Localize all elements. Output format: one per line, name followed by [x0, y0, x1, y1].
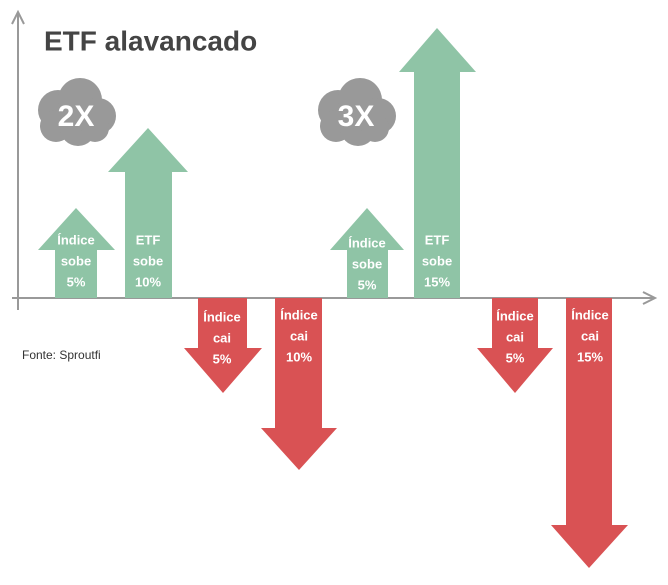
cloud	[318, 78, 396, 146]
arrow-label: cai	[290, 328, 308, 343]
arrow-down	[551, 298, 628, 568]
arrow-label: 5%	[506, 350, 525, 365]
arrow-label: cai	[506, 329, 524, 344]
arrow-label: cai	[213, 330, 231, 345]
arrow-up	[38, 208, 115, 298]
arrow-label: 5%	[67, 274, 86, 289]
arrow-label: Índice	[496, 308, 534, 323]
group-label: 2X	[58, 100, 95, 133]
arrow-label: 15%	[577, 349, 603, 364]
arrow-up	[108, 128, 188, 298]
arrow-label: 5%	[213, 351, 232, 366]
arrow-label: Índice	[348, 235, 386, 250]
arrows	[38, 28, 628, 568]
arrow-label: ETF	[425, 232, 450, 247]
arrow-label: cai	[581, 328, 599, 343]
title: ETF alavancado	[44, 25, 257, 56]
arrow-labels: Índice sobe 5% ETF sobe 10% Índice cai 5…	[57, 232, 609, 366]
arrow-up	[399, 28, 476, 298]
axes	[11, 9, 658, 310]
group-label: 3X	[338, 100, 375, 133]
arrow-label: ETF	[136, 232, 161, 247]
arrow-label: sobe	[422, 253, 452, 268]
arrow-label: Índice	[57, 232, 95, 247]
source: Fonte: Sproutfi	[22, 348, 101, 362]
arrow-label: 15%	[424, 274, 450, 289]
arrow-label: Índice	[571, 307, 609, 322]
arrow-down	[477, 298, 553, 393]
arrow-label: sobe	[133, 253, 163, 268]
arrow-label: 10%	[135, 274, 161, 289]
arrow-down	[184, 298, 262, 393]
arrow-down	[261, 298, 337, 470]
arrow-up	[330, 208, 404, 298]
arrow-label: 10%	[286, 349, 312, 364]
arrow-label: sobe	[61, 253, 91, 268]
arrow-label: Índice	[203, 309, 241, 324]
cloud	[38, 78, 116, 146]
arrow-label: Índice	[280, 307, 318, 322]
arrow-label: 5%	[358, 277, 377, 292]
arrow-label: sobe	[352, 256, 382, 271]
clouds	[38, 78, 396, 146]
